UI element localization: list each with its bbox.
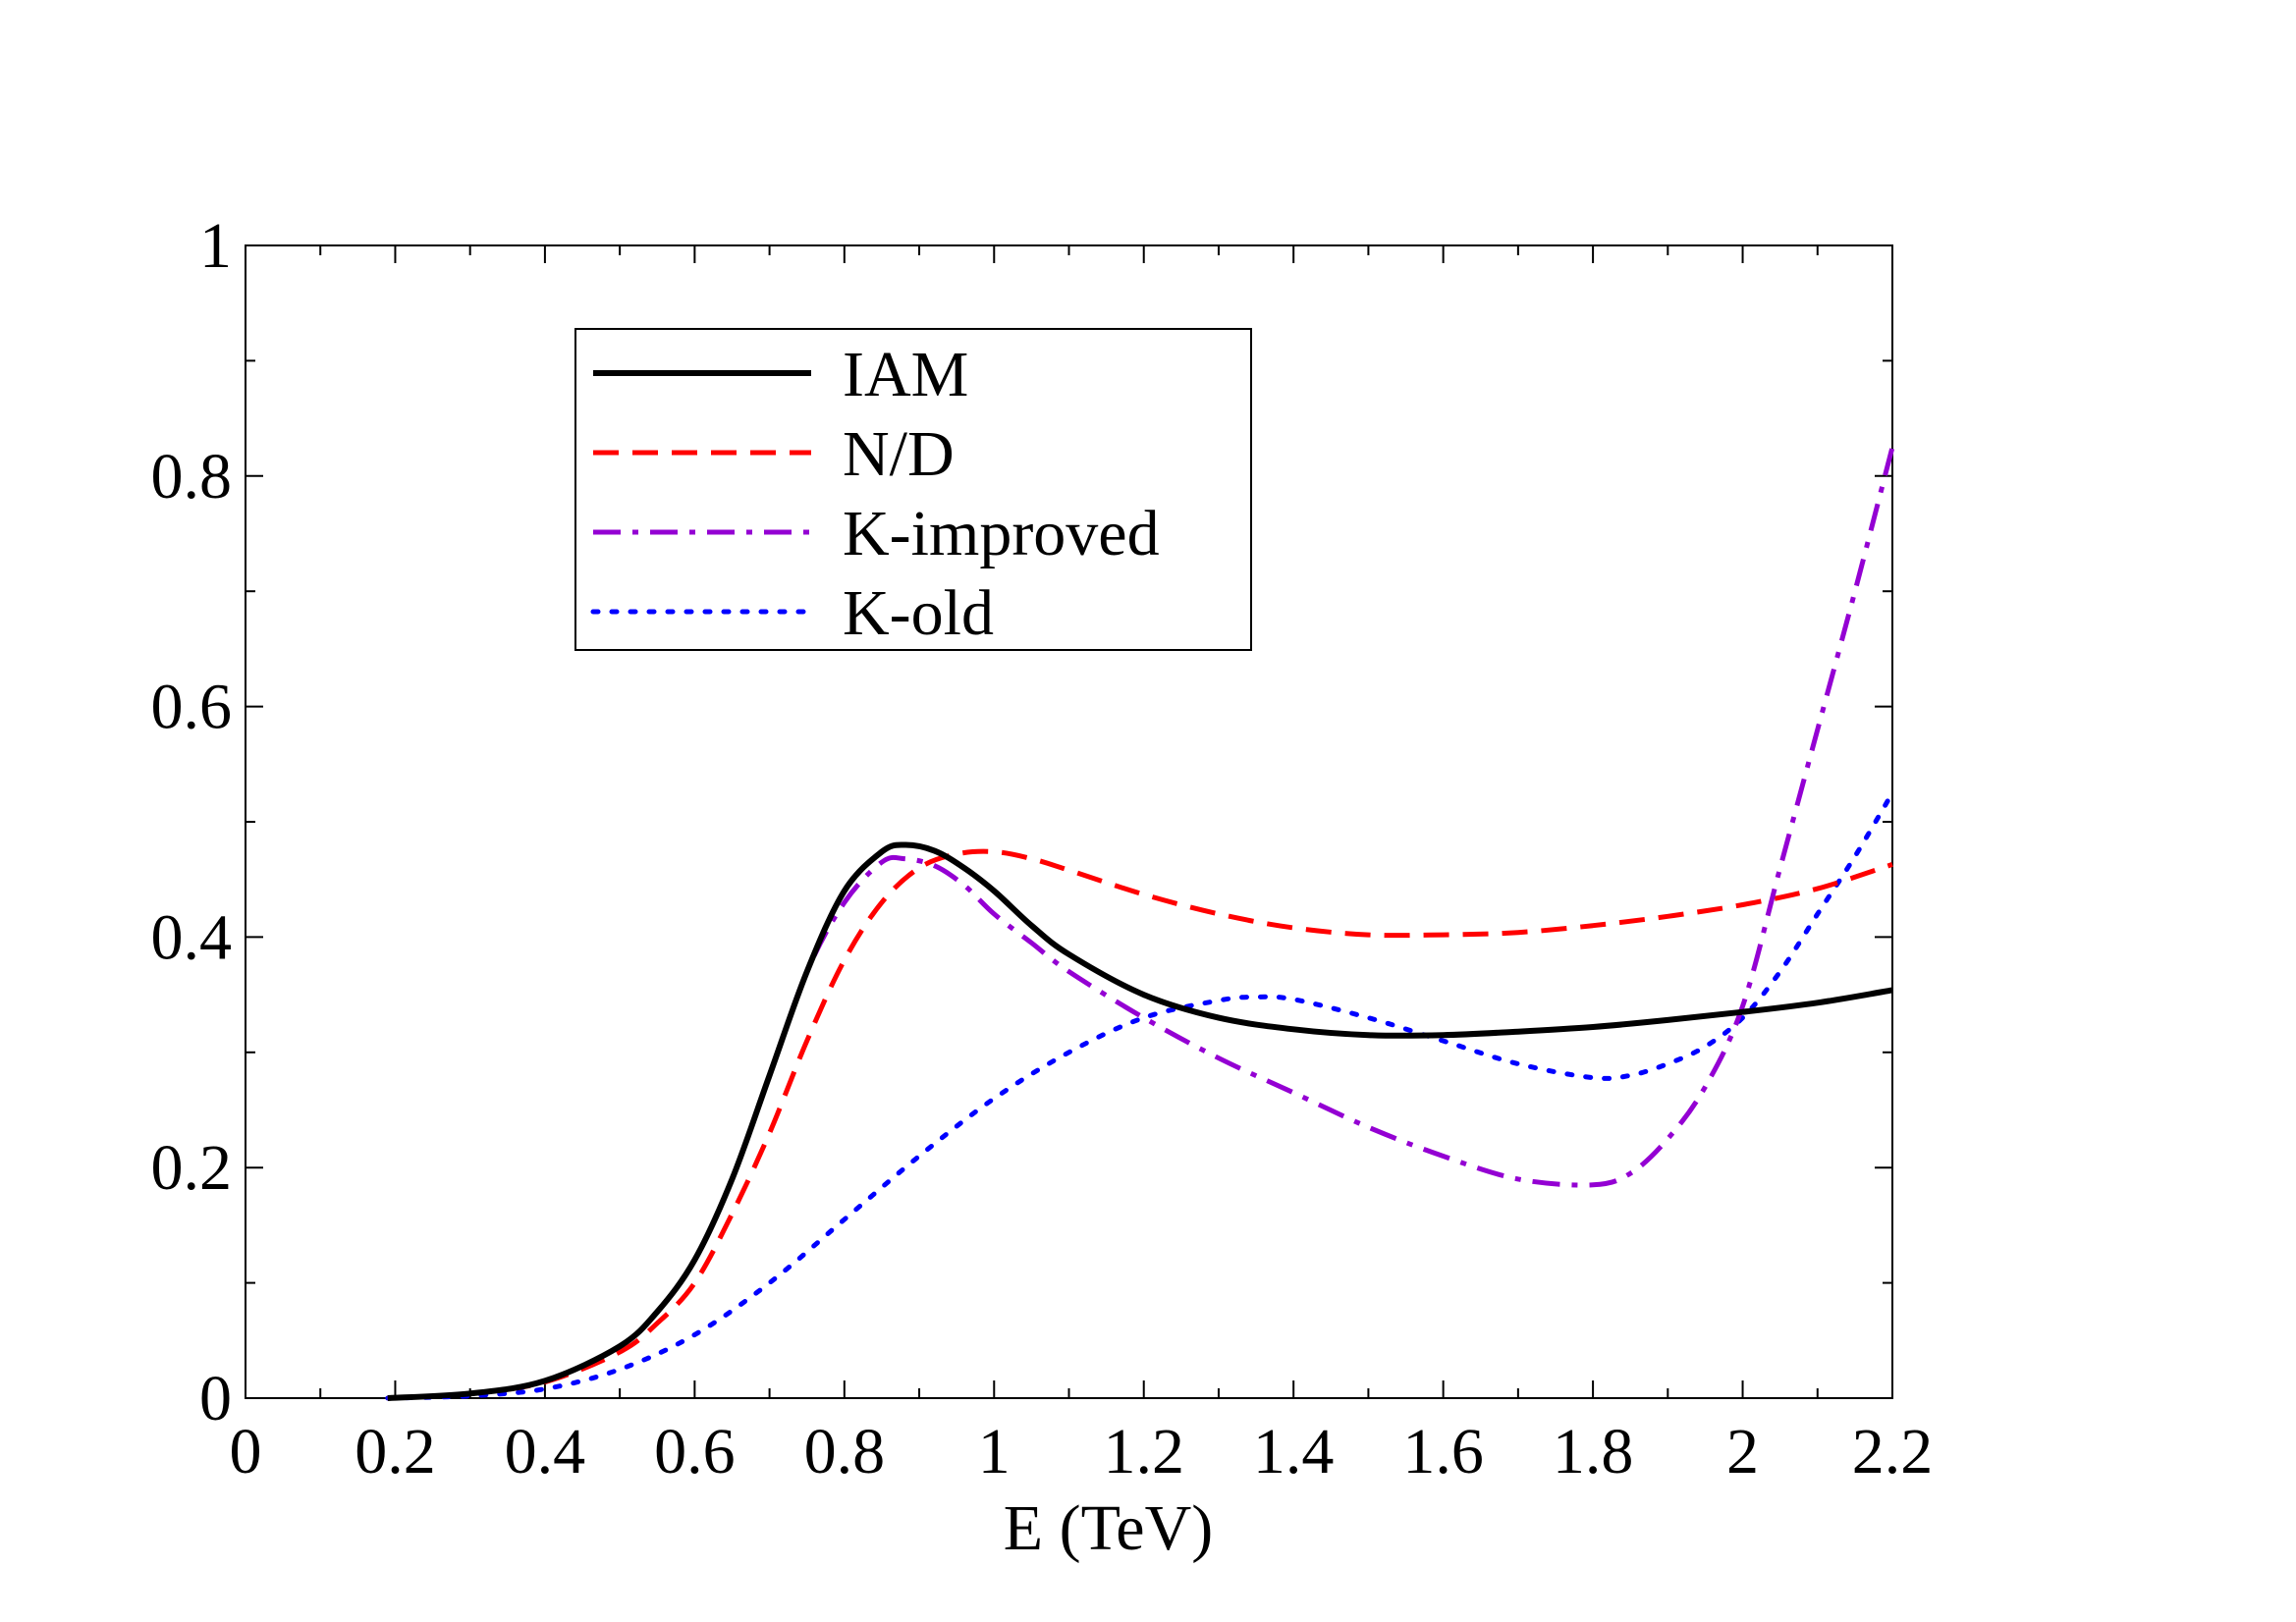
series-line-k-improved	[387, 446, 1895, 1401]
x-tick-label: 1.2	[1103, 1416, 1184, 1487]
series-line-iam	[387, 841, 1893, 1401]
y-tick-labels: 0 0.2 0.4 0.6 0.8 1	[151, 210, 233, 1434]
x-tick-label: 0.8	[804, 1416, 886, 1487]
x-tick-label: 1	[978, 1416, 1011, 1487]
x-tick-label: 0.4	[505, 1416, 586, 1487]
legend-label: IAM	[843, 339, 968, 410]
x-tick-label: 0.2	[355, 1416, 436, 1487]
x-tick-label: 1.6	[1402, 1416, 1484, 1487]
y-tick-label: 0.6	[151, 672, 233, 743]
x-axis-label: E (TeV)	[1004, 1492, 1213, 1564]
x-tick-labels: 0 0.2 0.4 0.6 0.8 1 1.2 1.4 1.6 1.8 2 2.2	[230, 1416, 1934, 1487]
series-line-k-old	[385, 790, 1895, 1401]
y-tick-label: 1	[199, 210, 232, 282]
y-tick-label: 0.4	[151, 901, 233, 973]
y-tick-label: 0	[199, 1363, 232, 1434]
legend-label: N/D	[843, 418, 955, 490]
series-layer	[385, 446, 1895, 1401]
x-tick-label: 0	[230, 1416, 262, 1487]
x-tick-label: 1.8	[1553, 1416, 1634, 1487]
legend: IAM N/D K-improved K-old	[574, 328, 1252, 651]
legend-label: K-old	[843, 577, 994, 649]
x-tick-label: 1.4	[1253, 1416, 1335, 1487]
legend-box	[574, 328, 1252, 651]
x-tick-label: 2.2	[1852, 1416, 1934, 1487]
legend-label: K-improved	[843, 498, 1160, 569]
y-tick-label: 0.8	[151, 441, 233, 513]
series-line-n-d	[387, 848, 1893, 1401]
axis-ticks	[245, 244, 1893, 1399]
x-tick-label: 0.6	[654, 1416, 736, 1487]
y-tick-label: 0.2	[151, 1132, 233, 1204]
x-tick-label: 2	[1726, 1416, 1759, 1487]
